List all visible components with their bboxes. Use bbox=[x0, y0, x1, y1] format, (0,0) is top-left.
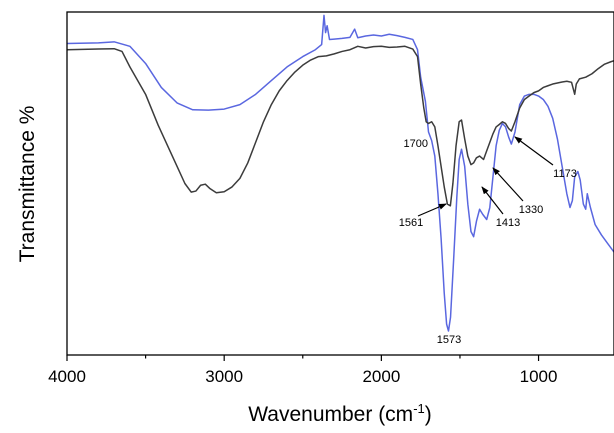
annotation-arrow-1413 bbox=[481, 186, 504, 215]
series-layer bbox=[66, 14, 614, 332]
series-line-2 bbox=[66, 45, 614, 207]
annotation-label-1700: 1700 bbox=[404, 138, 428, 150]
x-tick-label: 2000 bbox=[362, 367, 400, 386]
annotation-label-1573: 1573 bbox=[437, 334, 461, 346]
annotation-arrow-1173 bbox=[514, 136, 554, 166]
series-line-1 bbox=[66, 14, 614, 332]
annotation-label-1413: 1413 bbox=[496, 217, 520, 229]
x-axis-ticks: 4000 3000 2000 1000 bbox=[48, 355, 557, 386]
x-tick-label: 3000 bbox=[205, 367, 243, 386]
y-axis-title: Transmittance % bbox=[16, 106, 39, 263]
x-axis-title-close: ) bbox=[425, 403, 432, 426]
annotation-label-1173: 1173 bbox=[553, 168, 577, 180]
x-axis-title: Wavenumber (cm-1) bbox=[248, 401, 432, 426]
x-tick-label: 4000 bbox=[48, 367, 86, 386]
annotation-arrow-1330 bbox=[492, 167, 524, 202]
annotation-label-1561: 1561 bbox=[399, 217, 423, 229]
annotation-arrow-1561 bbox=[417, 203, 447, 217]
x-tick-label: 1000 bbox=[520, 367, 558, 386]
x-axis-title-superscript: -1 bbox=[413, 401, 425, 416]
plot-frame bbox=[66, 11, 614, 356]
annotation-label-1330: 1330 bbox=[519, 204, 543, 216]
